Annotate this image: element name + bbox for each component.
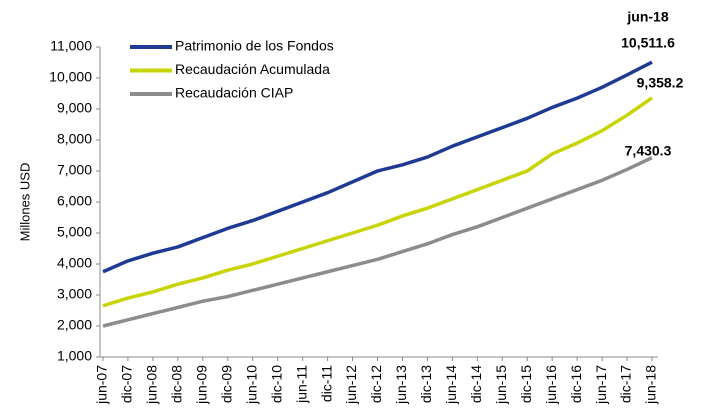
x-tick-label: jun-10 — [243, 365, 259, 405]
x-tick-label: jun-08 — [144, 365, 160, 405]
value-label: 7,430.3 — [625, 143, 672, 159]
x-tick-label: dic-11 — [318, 365, 334, 402]
x-tick-label: dic-09 — [218, 365, 234, 403]
value-label: 9,358.2 — [637, 75, 684, 91]
series-line — [102, 156, 653, 328]
x-tick-label: jun-18 — [643, 365, 659, 405]
y-tick-label: 9,000 — [57, 100, 92, 116]
y-tick-label: 11,000 — [50, 38, 92, 54]
y-tick-label: 10,000 — [49, 69, 92, 85]
x-tick-label: dic-14 — [468, 365, 484, 403]
x-tick-label: jun-15 — [493, 365, 509, 405]
x-tick-label: dic-12 — [368, 365, 384, 403]
y-tick-label: 1,000 — [57, 348, 92, 364]
y-tick-label: 6,000 — [57, 193, 92, 209]
x-tick-label: dic-13 — [418, 365, 434, 403]
annotation: jun-18 — [626, 9, 668, 25]
y-tick-label: 5,000 — [57, 224, 92, 240]
x-tick-label: jun-11 — [293, 365, 309, 404]
legend-label: Recaudación Acumulada — [175, 61, 330, 77]
x-tick-label: dic-08 — [169, 365, 185, 403]
y-tick-label: 4,000 — [57, 255, 92, 271]
value-label: 10,511.6 — [621, 35, 675, 51]
x-tick-label: dic-07 — [119, 365, 135, 403]
x-tick-label: jun-13 — [393, 365, 409, 405]
x-tick-label: jun-09 — [194, 365, 210, 405]
x-tick-label: jun-12 — [343, 365, 359, 405]
x-tick-label: jun-14 — [443, 365, 459, 405]
y-tick-label: 8,000 — [57, 131, 92, 147]
x-tick-label: jun-16 — [543, 365, 559, 405]
x-tick-label: dic-10 — [268, 365, 284, 403]
x-tick-label: dic-16 — [568, 365, 584, 403]
legend-label: Recaudación CIAP — [175, 85, 293, 101]
y-tick-label: 2,000 — [57, 317, 92, 333]
y-axis-label: Millones USD — [17, 163, 32, 242]
x-tick-label: jun-17 — [593, 365, 609, 405]
x-tick-label: jun-07 — [94, 365, 110, 405]
legend-label: Patrimonio de los Fondos — [175, 38, 334, 54]
y-tick-label: 7,000 — [57, 162, 92, 178]
series-line — [102, 96, 653, 308]
x-tick-label: dic-17 — [618, 365, 634, 403]
x-tick-label: dic-15 — [518, 365, 534, 403]
y-tick-label: 3,000 — [57, 286, 92, 302]
series-line — [102, 60, 653, 274]
